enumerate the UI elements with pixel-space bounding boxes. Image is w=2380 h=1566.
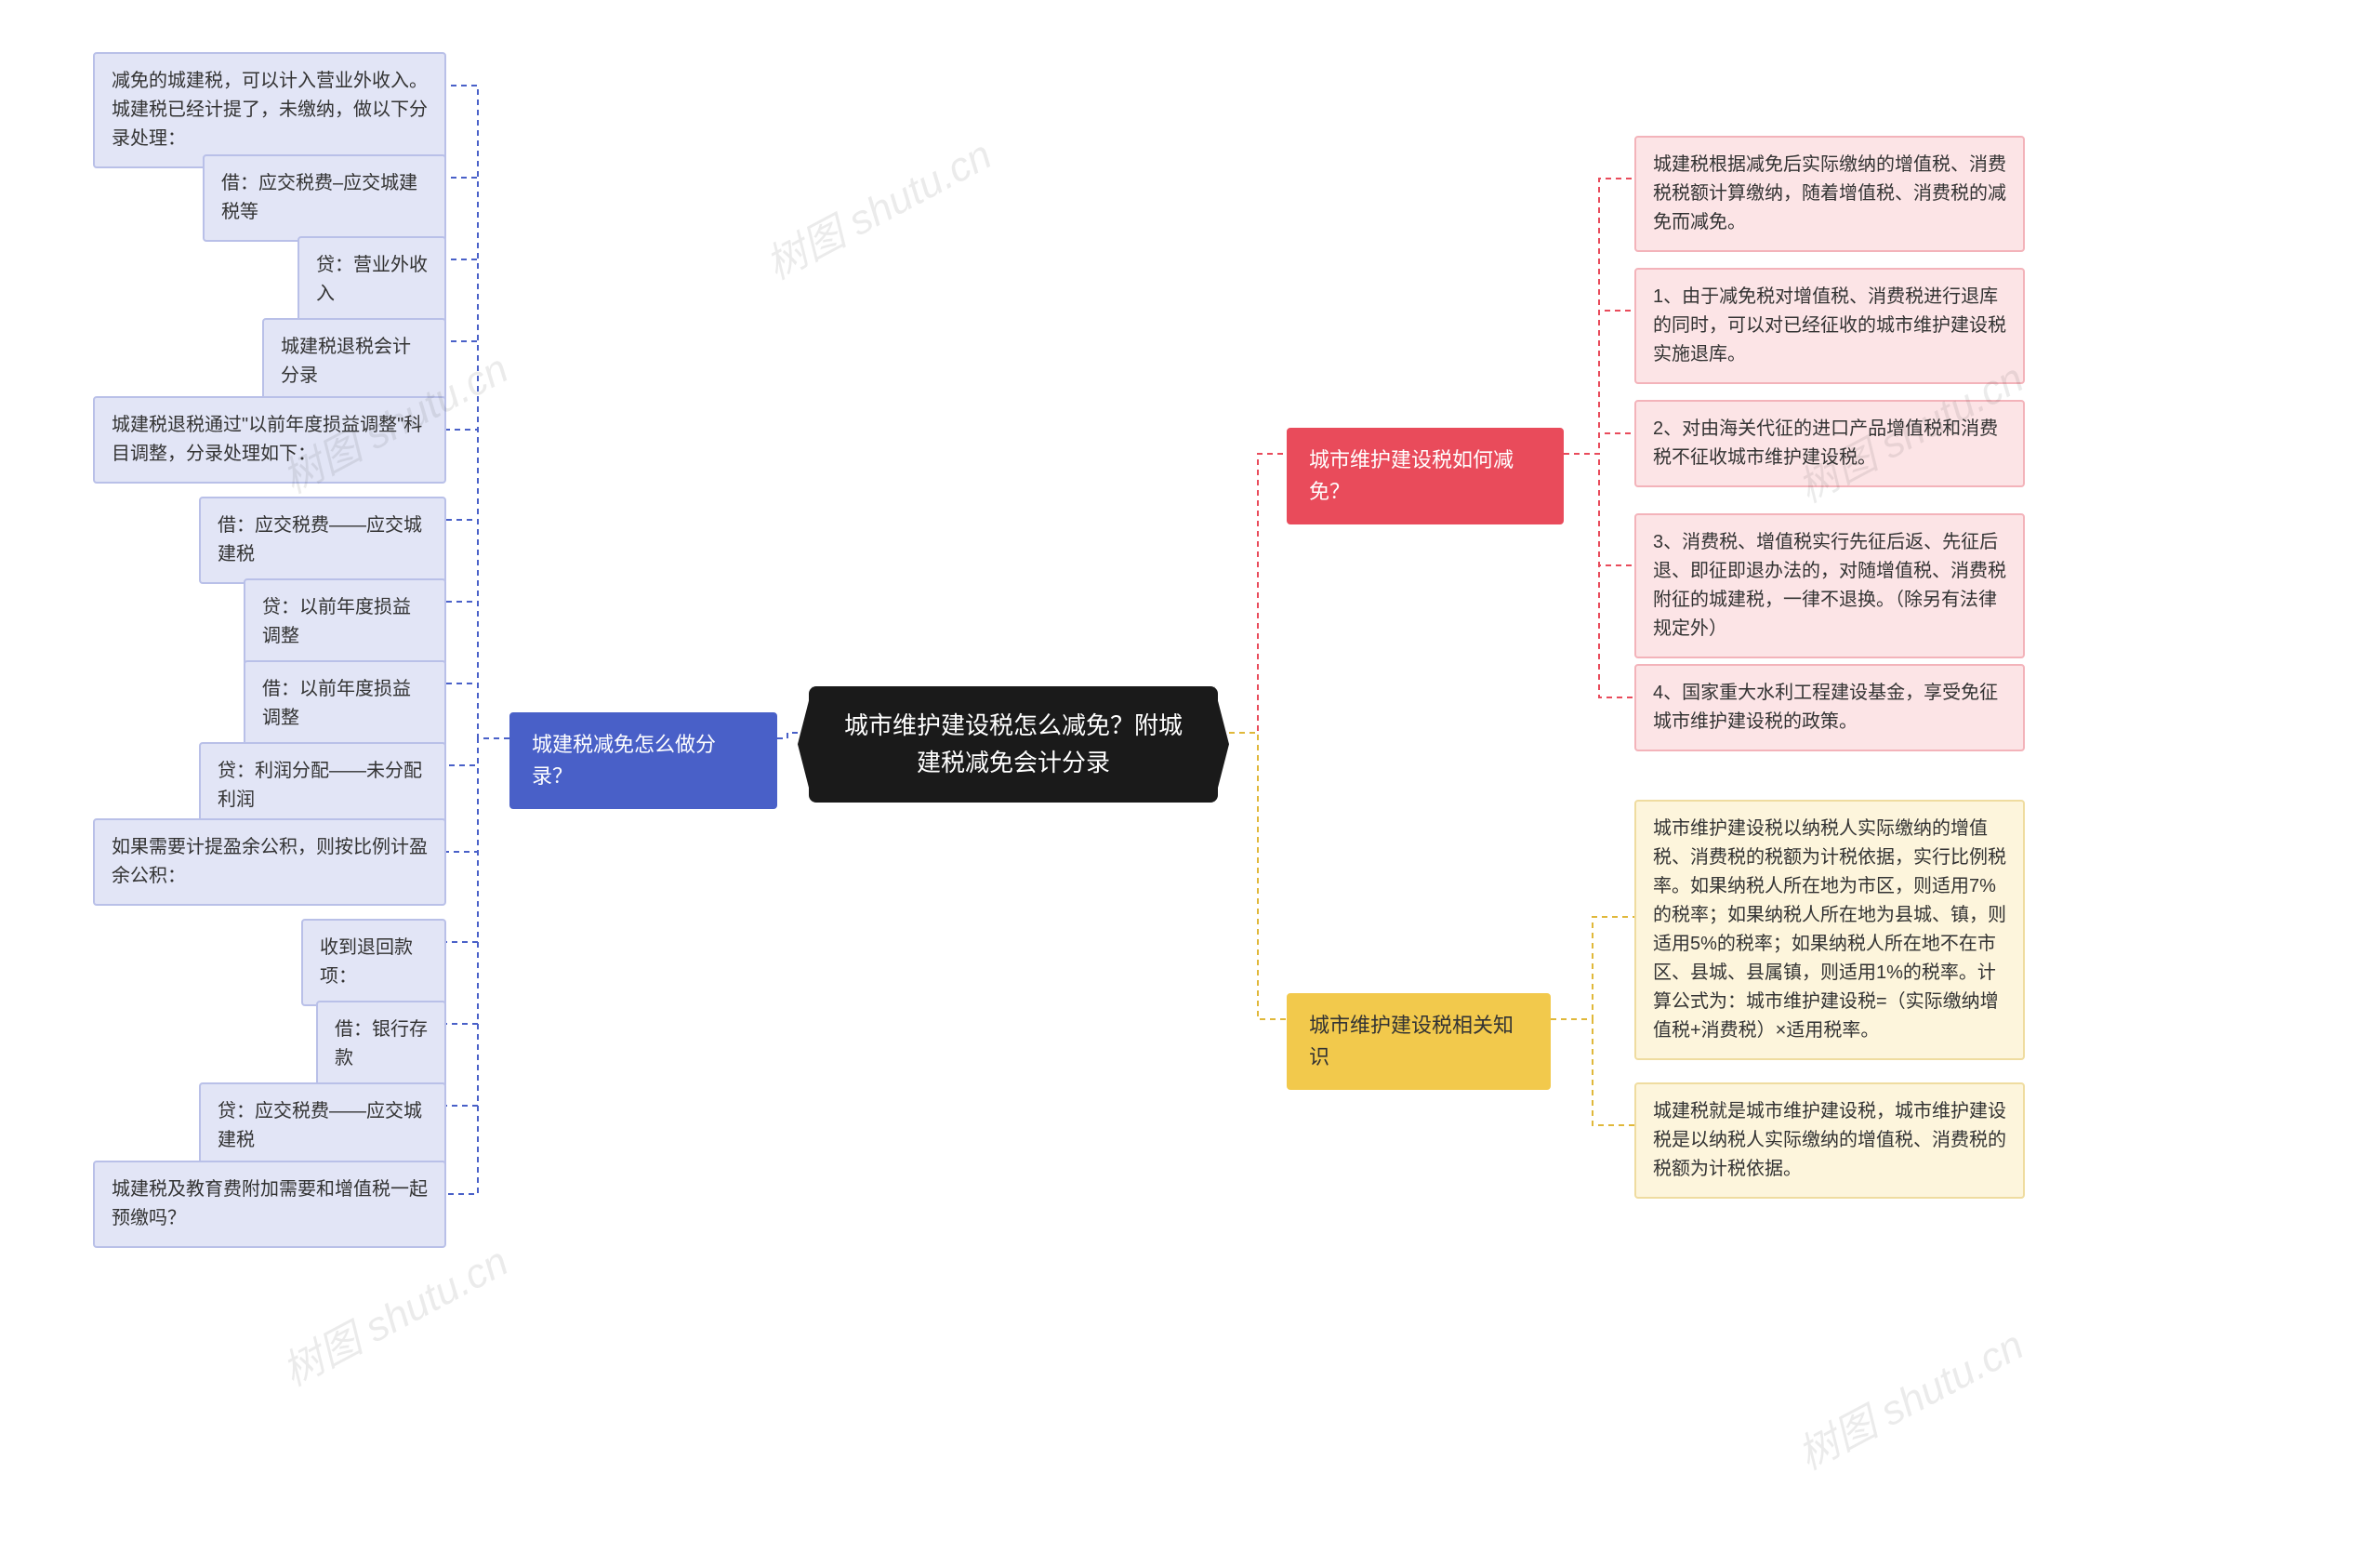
leaf-text: 贷：以前年度损益调整 [262, 597, 411, 646]
leaf-node: 3、消费税、增值税实行先征后返、先征后退、即征即退办法的，对随增值税、消费税附征… [1634, 513, 2025, 658]
mindmap-canvas: 城市维护建设税怎么减免？附城建税减免会计分录 城建税减免怎么做分录？ 城市维护建… [0, 0, 2380, 1566]
leaf-text: 城建税退税通过"以前年度损益调整"科目调整，分录处理如下： [112, 415, 422, 464]
leaf-text: 贷：利润分配——未分配利润 [218, 761, 422, 810]
branch-left-header: 城建税减免怎么做分录？ [509, 712, 777, 809]
leaf-node: 借：银行存款 [316, 1001, 446, 1088]
leaf-text: 城建税根据减免后实际缴纳的增值税、消费税税额计算缴纳，随着增值税、消费税的减免而… [1653, 154, 2006, 232]
leaf-text: 城建税退税会计分录 [281, 337, 411, 386]
leaf-text: 收到退回款项： [320, 937, 413, 987]
leaf-node: 2、对由海关代征的进口产品增值税和消费税不征收城市维护建设税。 [1634, 400, 2025, 487]
leaf-node: 城建税及教育费附加需要和增值税一起预缴吗？ [93, 1161, 446, 1248]
leaf-node: 借：以前年度损益调整 [244, 660, 446, 748]
leaf-text: 2、对由海关代征的进口产品增值税和消费税不征收城市维护建设税。 [1653, 418, 1998, 468]
leaf-node: 4、国家重大水利工程建设基金，享受免征城市维护建设税的政策。 [1634, 664, 2025, 751]
center-text: 城市维护建设税怎么减免？附城建税减免会计分录 [844, 711, 1183, 776]
leaf-node: 贷：以前年度损益调整 [244, 578, 446, 666]
watermark-text: 树图 shutu.cn [1786, 1312, 2032, 1481]
leaf-node: 借：应交税费–应交城建税等 [203, 154, 446, 242]
leaf-node: 城市维护建设税以纳税人实际缴纳的增值税、消费税的税额为计税依据，实行比例税率。如… [1634, 800, 2025, 1060]
leaf-text: 城建税及教育费附加需要和增值税一起预缴吗？ [112, 1179, 428, 1228]
leaf-text: 4、国家重大水利工程建设基金，享受免征城市维护建设税的政策。 [1653, 683, 1998, 732]
leaf-text: 借：应交税费–应交城建税等 [221, 173, 417, 222]
watermark-text: 树图 shutu.cn [754, 122, 1000, 291]
leaf-text: 城市维护建设税以纳税人实际缴纳的增值税、消费税的税额为计税依据，实行比例税率。如… [1653, 818, 2006, 1041]
leaf-text: 1、由于减免税对增值税、消费税进行退库的同时，可以对已经征收的城市维护建设税实施… [1653, 286, 2006, 365]
leaf-node: 1、由于减免税对增值税、消费税进行退库的同时，可以对已经征收的城市维护建设税实施… [1634, 268, 2025, 384]
leaf-text: 如果需要计提盈余公积，则按比例计盈余公积： [112, 837, 428, 886]
leaf-text: 贷：应交税费——应交城建税 [218, 1101, 422, 1150]
leaf-node: 如果需要计提盈余公积，则按比例计盈余公积： [93, 818, 446, 906]
leaf-node: 贷：营业外收入 [298, 236, 446, 324]
leaf-node: 城建税退税通过"以前年度损益调整"科目调整，分录处理如下： [93, 396, 446, 484]
leaf-text: 3、消费税、增值税实行先征后返、先征后退、即征即退办法的，对随增值税、消费税附征… [1653, 532, 2006, 639]
leaf-text: 贷：营业外收入 [316, 255, 428, 304]
branch-right-bottom-label: 城市维护建设税相关知识 [1309, 1014, 1514, 1068]
watermark-text: 树图 shutu.cn [271, 1228, 517, 1398]
leaf-node: 收到退回款项： [301, 919, 446, 1006]
leaf-node: 城建税就是城市维护建设税，城市维护建设税是以纳税人实际缴纳的增值税、消费税的税额… [1634, 1082, 2025, 1199]
branch-right-bottom-header: 城市维护建设税相关知识 [1287, 993, 1551, 1090]
leaf-text: 借：应交税费——应交城建税 [218, 515, 422, 564]
leaf-text: 借：银行存款 [335, 1019, 428, 1068]
branch-left-label: 城建税减免怎么做分录？ [532, 733, 716, 788]
branch-right-top-label: 城市维护建设税如何减免？ [1309, 448, 1514, 503]
leaf-text: 借：以前年度损益调整 [262, 679, 411, 728]
leaf-node: 城建税根据减免后实际缴纳的增值税、消费税税额计算缴纳，随着增值税、消费税的减免而… [1634, 136, 2025, 252]
leaf-text: 城建税就是城市维护建设税，城市维护建设税是以纳税人实际缴纳的增值税、消费税的税额… [1653, 1101, 2006, 1179]
leaf-node: 借：应交税费——应交城建税 [199, 497, 446, 584]
branch-right-top-header: 城市维护建设税如何减免？ [1287, 428, 1564, 524]
center-node: 城市维护建设税怎么减免？附城建税减免会计分录 [809, 686, 1218, 803]
leaf-text: 减免的城建税，可以计入营业外收入。城建税已经计提了，未缴纳，做以下分录处理： [112, 71, 428, 149]
